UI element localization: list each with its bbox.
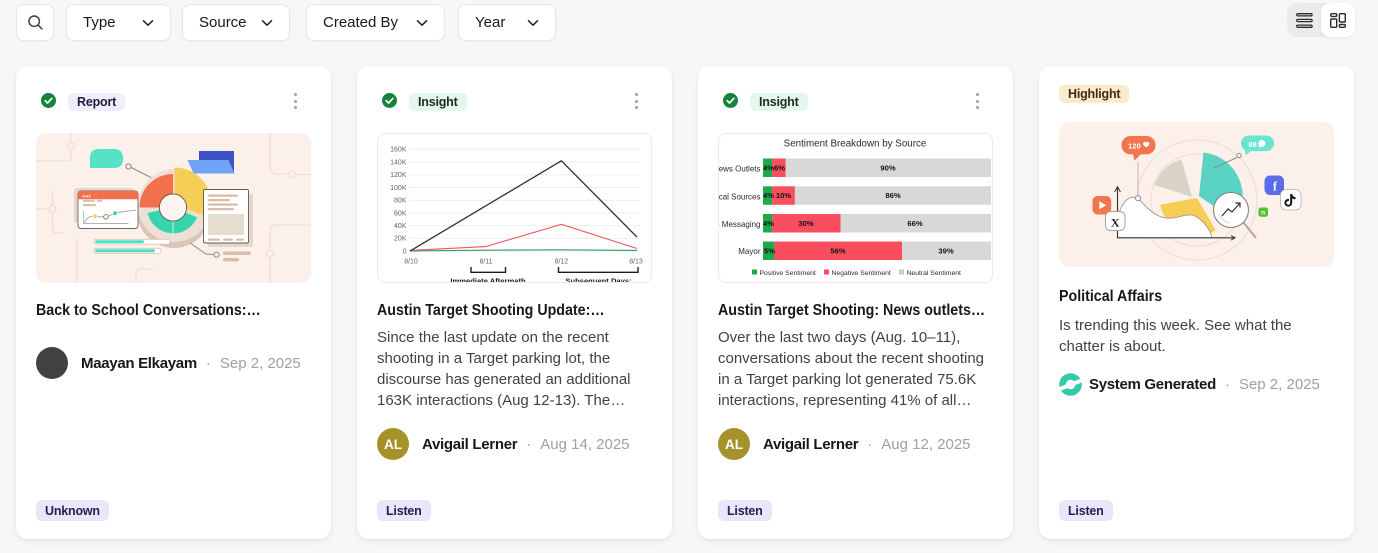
svg-text:8/11: 8/11 bbox=[479, 258, 492, 265]
svg-text:Negative Sentiment: Negative Sentiment bbox=[832, 270, 891, 277]
svg-text:90%: 90% bbox=[880, 163, 895, 172]
svg-text:100K: 100K bbox=[390, 185, 407, 192]
svg-text:4%: 4% bbox=[763, 163, 774, 172]
svg-text:KAX: KAX bbox=[83, 194, 92, 199]
svg-text:6%: 6% bbox=[774, 163, 785, 172]
svg-text:8/12: 8/12 bbox=[555, 258, 569, 265]
svg-text:8/13: 8/13 bbox=[629, 258, 643, 265]
svg-text:Neutral Sentiment: Neutral Sentiment bbox=[907, 270, 962, 277]
svg-text:56%: 56% bbox=[830, 246, 845, 255]
svg-text:140K: 140K bbox=[390, 159, 407, 166]
svg-text:4%: 4% bbox=[763, 219, 774, 228]
svg-text:0: 0 bbox=[403, 249, 407, 256]
svg-text:n: n bbox=[1261, 210, 1265, 217]
svg-text:News Outlets: News Outlets bbox=[719, 165, 761, 174]
svg-text:f: f bbox=[1273, 180, 1278, 194]
svg-text:39%: 39% bbox=[938, 246, 953, 255]
svg-text:160K: 160K bbox=[390, 147, 407, 154]
svg-text:88: 88 bbox=[1249, 140, 1257, 149]
svg-text:8/10: 8/10 bbox=[404, 258, 418, 265]
svg-text:80K: 80K bbox=[394, 198, 407, 205]
svg-text:40K: 40K bbox=[394, 223, 407, 230]
svg-text:Site Messaging: Site Messaging bbox=[719, 220, 761, 229]
svg-text:10%: 10% bbox=[776, 191, 791, 200]
svg-text:Mayor: Mayor bbox=[738, 247, 761, 256]
svg-text:20K: 20K bbox=[394, 236, 407, 243]
svg-text:Local Sources: Local Sources bbox=[719, 193, 761, 202]
svg-text:X: X bbox=[1111, 216, 1120, 230]
svg-text:120: 120 bbox=[1128, 142, 1141, 151]
svg-text:60K: 60K bbox=[394, 210, 407, 217]
svg-text:5%: 5% bbox=[764, 246, 775, 255]
svg-text:4%: 4% bbox=[763, 191, 774, 200]
svg-text:86%: 86% bbox=[885, 191, 900, 200]
svg-text:30%: 30% bbox=[798, 219, 813, 228]
svg-text:Sentiment Breakdown by Source: Sentiment Breakdown by Source bbox=[784, 139, 927, 150]
svg-text:Positive Sentiment: Positive Sentiment bbox=[760, 270, 816, 277]
svg-text:Subsequent Days:: Subsequent Days: bbox=[565, 276, 631, 282]
svg-text:66%: 66% bbox=[907, 219, 922, 228]
svg-text:120K: 120K bbox=[390, 172, 407, 179]
svg-text:Immediate Aftermath: Immediate Aftermath bbox=[450, 276, 526, 282]
